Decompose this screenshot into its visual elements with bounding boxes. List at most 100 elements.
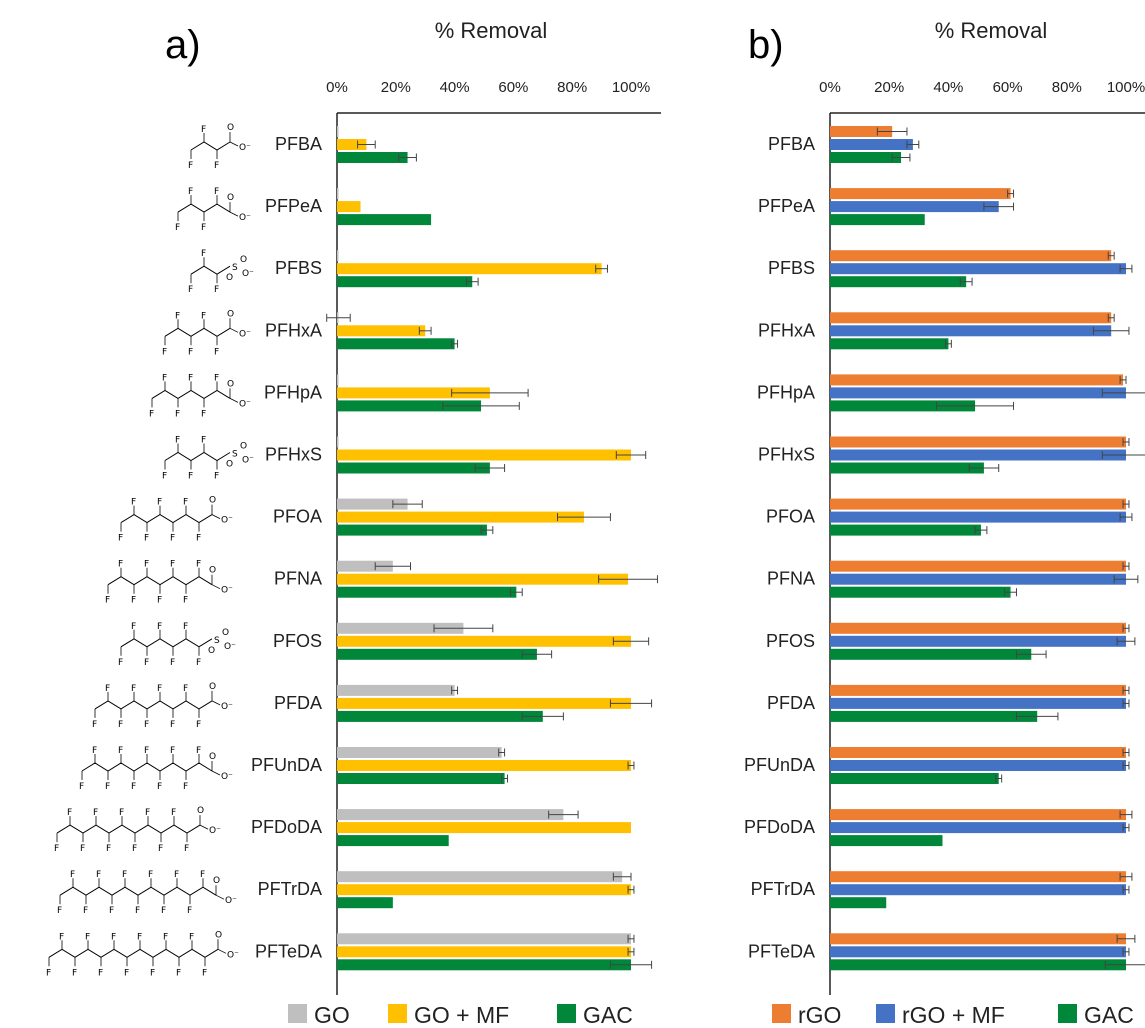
fluorine-atom: F	[59, 932, 64, 942]
fluorine-atom: F	[150, 968, 155, 978]
fluorine-atom: F	[79, 782, 84, 792]
oxygen-atom: O	[240, 255, 247, 265]
oxygen-atom: O⁻	[221, 586, 233, 596]
fluorine-atom: F	[170, 560, 175, 570]
co-bond	[211, 770, 221, 776]
oxygen-atom: O	[226, 273, 233, 283]
bar	[830, 809, 1126, 821]
fluorine-atom: F	[184, 844, 189, 854]
oxygen-atom: O	[227, 123, 234, 133]
bar	[830, 139, 913, 150]
chain-bond	[177, 203, 231, 213]
fluorine-atom: F	[137, 932, 142, 942]
fluorine-atom: F	[72, 968, 77, 978]
fluorine-atom: F	[144, 534, 149, 544]
fluorine-atom: F	[174, 870, 179, 880]
co-bond	[211, 700, 221, 706]
fluorine-atom: F	[183, 782, 188, 792]
fluorine-atom: F	[196, 534, 201, 544]
structure-pfhxs: F F F F F SOO O⁻	[162, 436, 254, 482]
fluorine-atom: F	[214, 373, 219, 383]
oxygen-atom: O	[226, 460, 233, 470]
fluorine-atom: F	[214, 347, 219, 357]
bar	[337, 524, 487, 536]
category-label: PFNA	[767, 569, 815, 589]
oxygen-atom: O⁻	[239, 213, 251, 223]
co-bond	[229, 141, 239, 147]
oxygen-atom: O⁻	[239, 143, 251, 153]
category-label: PFTrDA	[751, 879, 815, 899]
co-bond	[211, 584, 221, 590]
fluorine-atom: F	[157, 684, 162, 694]
category-label: PFUnDA	[744, 755, 815, 775]
oxygen-atom: O⁻	[224, 642, 236, 652]
chart-panel-a: a) % Removal 0% 20% 40% 60% 80% 100% PFBA PFPeA PF…	[165, 18, 661, 1028]
legend-label: GAC	[583, 1002, 633, 1028]
fluorine-atom: F	[46, 968, 51, 978]
fluorine-atom: F	[196, 658, 201, 668]
bar	[337, 214, 432, 226]
structure-pfoa: F F F F F F F O O⁻	[118, 496, 233, 544]
category-label: PFHxA	[758, 320, 815, 340]
x-tick-label: 60%	[498, 79, 528, 96]
fluorine-atom: F	[144, 560, 149, 570]
category-label: PFPeA	[265, 196, 322, 216]
bar	[830, 884, 1126, 896]
fluorine-atom: F	[122, 870, 127, 880]
fluorine-atom: F	[132, 844, 137, 854]
bar	[830, 449, 1126, 461]
fluorine-atom: F	[109, 906, 114, 916]
category-label: PFUnDA	[251, 755, 322, 775]
fluorine-atom: F	[131, 498, 136, 508]
fluorine-atom: F	[111, 932, 116, 942]
x-tick-label: 0%	[326, 79, 348, 96]
fluorine-atom: F	[170, 720, 175, 730]
oxygen-atom: O⁻	[221, 702, 233, 712]
fluorine-atom: F	[144, 746, 149, 756]
legend-swatch	[388, 1004, 407, 1023]
legend-swatch	[288, 1004, 307, 1023]
co-bond	[217, 948, 227, 954]
fluorine-atom: F	[85, 932, 90, 942]
fluorine-atom: F	[189, 932, 194, 942]
fluorine-atom: F	[196, 720, 201, 730]
bar	[830, 959, 1126, 971]
legend-swatch	[557, 1004, 576, 1023]
bar	[830, 760, 1126, 771]
x-tick-label: 0%	[819, 79, 841, 96]
bar	[337, 250, 339, 262]
fluorine-atom: F	[214, 187, 219, 197]
fluorine-atom: F	[124, 968, 129, 978]
bar	[830, 560, 1126, 572]
bar	[830, 573, 1126, 585]
category-label: PFOS	[273, 631, 322, 651]
fluorine-atom: F	[202, 968, 207, 978]
oxygen-atom: O	[213, 876, 220, 886]
fluorine-atom: F	[118, 560, 123, 570]
fluorine-atom: F	[171, 808, 176, 818]
bar	[337, 276, 473, 288]
structure-pfos: F F F F F F F SOO O⁻	[118, 622, 236, 668]
bar	[337, 773, 505, 784]
co-bond	[229, 398, 239, 403]
fluorine-atom: F	[118, 534, 123, 544]
fluorine-atom: F	[201, 409, 206, 419]
x-tick-label: 20%	[874, 79, 904, 96]
sulfur-atom: S	[232, 450, 238, 460]
fluorine-atom: F	[201, 125, 206, 135]
fluorine-atom: F	[176, 968, 181, 978]
fluorine-atom: F	[119, 808, 124, 818]
fluorine-atom: F	[183, 596, 188, 606]
bar	[337, 586, 517, 598]
fluorine-atom: F	[96, 870, 101, 880]
bar	[830, 835, 943, 847]
category-label: PFHxS	[758, 445, 815, 465]
bar	[337, 697, 631, 709]
panel-label: a)	[165, 23, 201, 67]
bar	[337, 959, 631, 971]
fluorine-atom: F	[162, 472, 167, 482]
fluorine-atom: F	[162, 373, 167, 383]
fluorine-atom: F	[157, 498, 162, 508]
bar	[830, 338, 949, 350]
